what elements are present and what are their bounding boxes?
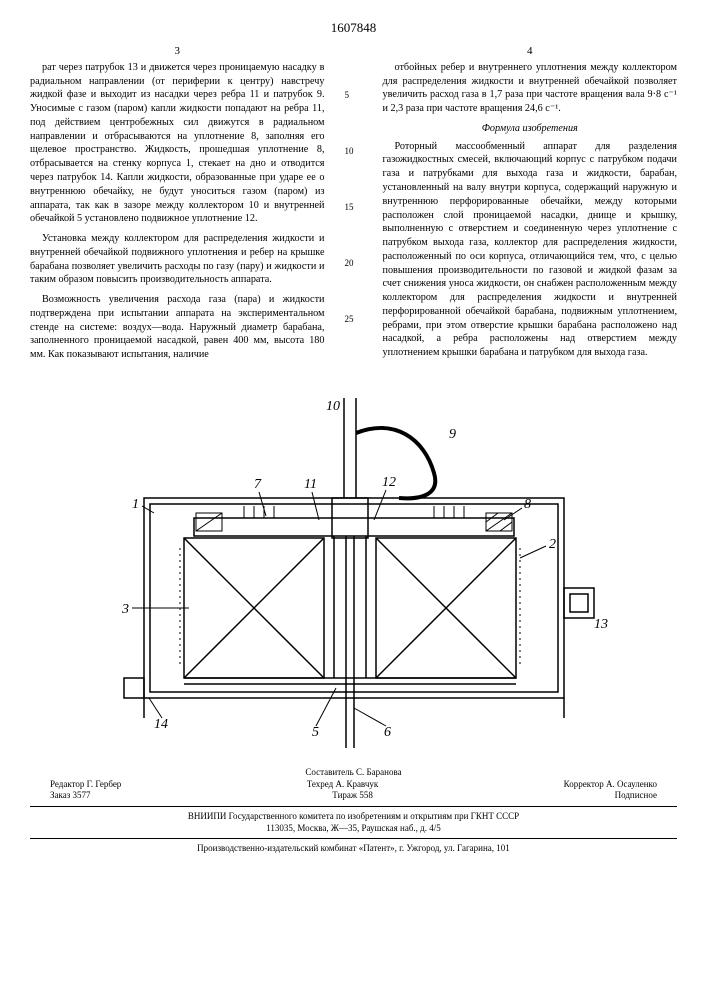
left-column: 3 рат через патрубок 13 и движется через…: [30, 44, 325, 368]
fig-label-9: 9: [449, 427, 456, 442]
page: 1607848 3 рат через патрубок 13 и движет…: [0, 0, 707, 1000]
line-num-25: 25: [345, 314, 354, 324]
fig-label-5: 5: [312, 725, 319, 740]
footer-org2: Производственно-издательский комбинат «П…: [30, 843, 677, 855]
footer-corrector: Корректор А. Осауленко: [564, 779, 657, 791]
right-formula-para: Роторный массообменный аппарат для разде…: [383, 140, 678, 360]
fig-label-10: 10: [326, 399, 340, 414]
fig-label-6: 6: [384, 725, 391, 740]
fig-label-1: 1: [132, 497, 139, 512]
right-intro-para: отбойных ребер и внутреннего уплотнения …: [383, 61, 678, 116]
footer-order: Заказ 3577: [50, 790, 91, 802]
fig-label-13: 13: [594, 617, 608, 632]
fig-label-8: 8: [524, 497, 531, 512]
fig-label-12: 12: [382, 475, 396, 490]
fig-label-14: 14: [154, 717, 168, 732]
line-num-5: 5: [345, 90, 350, 100]
figure: 1 3 7 10 11 12 9 8 2 13 14 6: [30, 378, 677, 753]
footer-editor: Редактор Г. Гербер: [50, 779, 121, 791]
fig-label-3: 3: [121, 602, 129, 617]
line-num-10: 10: [345, 146, 354, 156]
footer: Составитель С. Баранова Редактор Г. Герб…: [30, 767, 677, 855]
left-para-1: рат через патрубок 13 и движется через п…: [30, 61, 325, 226]
footer-org1: ВНИИПИ Государственного комитета по изоб…: [30, 811, 677, 823]
apparatus-diagram: 1 3 7 10 11 12 9 8 2 13 14 6: [94, 378, 614, 748]
right-column: 4 отбойных ребер и внутреннего уплотнени…: [383, 44, 678, 368]
line-num-15: 15: [345, 202, 354, 212]
left-para-2: Установка между коллектором для распреде…: [30, 232, 325, 287]
line-num-20: 20: [345, 258, 354, 268]
fig-label-11: 11: [304, 477, 317, 492]
left-para-3: Возможность увеличения расхода газа (пар…: [30, 293, 325, 362]
fig-label-7: 7: [254, 477, 262, 492]
formula-title: Формула изобретения: [383, 122, 678, 136]
patent-number: 1607848: [30, 20, 677, 36]
fig-label-2: 2: [549, 537, 556, 552]
footer-techred: Техред А. Кравчук: [307, 779, 379, 791]
text-columns: 3 рат через патрубок 13 и движется через…: [30, 44, 677, 368]
footer-addr1: 113035, Москва, Ж—35, Раушская наб., д. …: [30, 823, 677, 835]
footer-tirage: Тираж 558: [332, 790, 373, 802]
left-col-number: 3: [30, 44, 325, 59]
right-col-number: 4: [383, 44, 678, 59]
line-number-gutter: 5 10 15 20 25: [345, 44, 363, 368]
footer-compiler: Составитель С. Баранова: [30, 767, 677, 779]
footer-subscription: Подписное: [615, 790, 657, 802]
